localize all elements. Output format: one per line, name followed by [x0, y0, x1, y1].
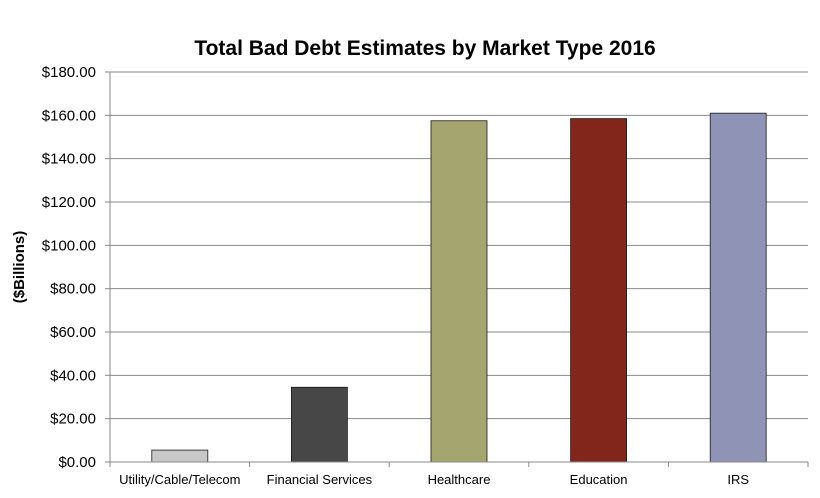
bar-irs — [709, 112, 767, 463]
bar-utility-cable-telecom — [151, 449, 209, 463]
x-tick-labels: Utility/Cable/Telecom Financial Services H… — [119, 472, 749, 487]
y-tick-label: $0.00 — [58, 454, 96, 471]
y-tick-label: $80.00 — [50, 281, 96, 298]
chart-title: Total Bad Debt Estimates by Market Type … — [194, 37, 655, 60]
x-tick-label: Healthcare — [428, 472, 491, 487]
axes — [105, 71, 809, 467]
bar-education — [570, 118, 627, 463]
x-tick-label: Education — [570, 472, 628, 487]
y-tick-label: $120.00 — [42, 194, 96, 211]
y-tick-label: $40.00 — [50, 367, 96, 384]
bar-healthcare — [430, 120, 488, 463]
y-tick-label: $60.00 — [50, 324, 96, 341]
x-tick-label: IRS — [727, 472, 749, 487]
y-tick-labels: $0.00 $20.00 $40.00 $60.00 $80.00 $100.00 $120… — [42, 64, 96, 471]
y-tick-label: $140.00 — [42, 151, 96, 168]
x-tick-label: Financial Services — [267, 472, 373, 487]
y-tick-label: $20.00 — [50, 411, 96, 428]
y-tick-label: $100.00 — [42, 237, 96, 254]
bar-financial-services — [290, 386, 348, 463]
bars — [151, 112, 767, 463]
y-axis-label: ($Billions) — [11, 231, 28, 304]
y-tick-label: $180.00 — [42, 64, 96, 81]
y-tick-label: $160.00 — [42, 107, 96, 124]
x-tick-label: Utility/Cable/Telecom — [119, 472, 240, 487]
